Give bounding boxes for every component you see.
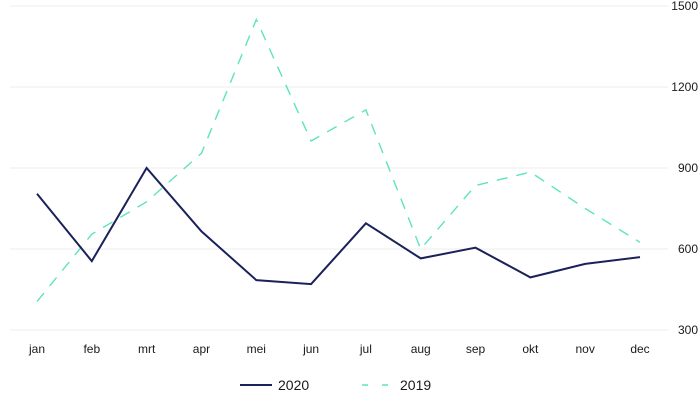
- legend: 2020 2019: [240, 377, 431, 393]
- legend-label-2020: 2020: [278, 377, 309, 393]
- x-tick-label-jul: jul: [359, 342, 372, 356]
- y-tick-label: 1200: [671, 80, 698, 94]
- y-tick-label: 300: [678, 323, 698, 337]
- x-tick-label-dec: dec: [630, 342, 649, 356]
- y-tick-label: 900: [678, 161, 698, 175]
- legend-label-2019: 2019: [400, 377, 431, 393]
- x-tick-label-feb: feb: [83, 342, 100, 356]
- x-tick-label-jan: jan: [28, 342, 45, 356]
- y-axis-ticks: 300 600 900 1200 1500: [671, 0, 698, 337]
- x-axis-ticks: jan feb mrt apr mei jun jul aug sep okt nov dec: [28, 342, 650, 356]
- x-tick-label-sep: sep: [466, 342, 486, 356]
- x-tick-label-aug: aug: [411, 342, 431, 356]
- y-tick-label: 1500: [671, 0, 698, 13]
- y-tick-label: 600: [678, 242, 698, 256]
- x-tick-label-nov: nov: [576, 342, 595, 356]
- x-tick-label-jun: jun: [302, 342, 319, 356]
- x-tick-label-okt: okt: [522, 342, 539, 356]
- x-tick-label-apr: apr: [193, 342, 210, 356]
- grid-lines: [10, 5, 668, 331]
- series-line-2019: [36, 17, 641, 303]
- series-line-2020: [36, 166, 641, 286]
- x-tick-label-mei: mei: [247, 342, 266, 356]
- series-lines: [36, 17, 641, 303]
- x-tick-label-mrt: mrt: [138, 342, 156, 356]
